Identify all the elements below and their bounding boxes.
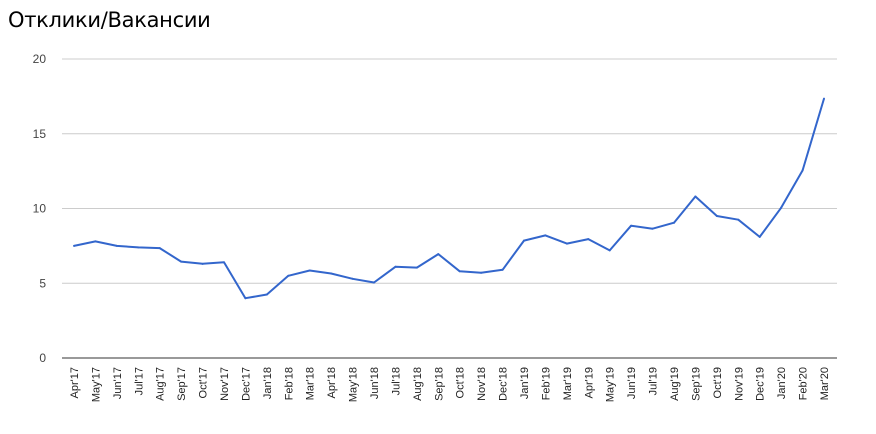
x-tick-label: Nov'19 <box>733 367 745 401</box>
y-tick-label: 20 <box>33 52 47 66</box>
data-point <box>715 214 718 217</box>
data-point <box>801 169 804 172</box>
data-point <box>823 97 825 100</box>
x-tick-label: Mar'20 <box>819 367 831 400</box>
x-tick-label: Dec'17 <box>240 367 252 401</box>
y-tick-label: 0 <box>39 351 46 365</box>
data-point <box>737 218 740 221</box>
data-point <box>201 262 204 265</box>
x-tick-label: Jan'20 <box>776 367 788 399</box>
data-point <box>115 244 118 247</box>
x-tick-label: May'17 <box>90 367 102 402</box>
grid-lines <box>62 58 837 284</box>
y-tick-label: 15 <box>33 127 47 141</box>
data-point <box>608 249 611 252</box>
x-tick-label: Sep'19 <box>690 367 702 401</box>
x-tick-label: Aug'17 <box>155 367 167 401</box>
data-point <box>694 195 697 198</box>
series-layer <box>73 97 825 300</box>
x-tick-label: Aug'19 <box>669 367 681 401</box>
data-point <box>544 234 547 237</box>
data-point <box>137 246 140 249</box>
x-tick-label: Jan'18 <box>262 367 274 399</box>
y-axis-ticks: 0 5 10 15 20 <box>33 52 47 365</box>
y-tick-label: 10 <box>33 202 47 216</box>
x-tick-label: Feb'18 <box>283 367 295 400</box>
x-tick-label: Jan'19 <box>519 367 531 399</box>
x-tick-label: Jul'19 <box>648 367 660 395</box>
x-tick-label: Jun'17 <box>112 367 124 399</box>
data-point <box>287 274 290 277</box>
data-point <box>523 239 525 242</box>
x-tick-label: Mar'19 <box>562 367 574 400</box>
x-tick-label: Nov'17 <box>219 367 231 401</box>
x-tick-label: Oct'18 <box>455 367 467 398</box>
x-tick-label: Feb'19 <box>540 367 552 400</box>
data-point <box>180 260 183 263</box>
data-point <box>351 277 354 280</box>
data-point <box>458 270 461 273</box>
x-tick-label: Mar'18 <box>305 367 317 400</box>
data-point <box>223 261 225 264</box>
series-line <box>73 98 825 300</box>
x-tick-label: Jun'18 <box>369 367 381 399</box>
x-tick-label: Apr'19 <box>583 367 595 398</box>
x-tick-label: Apr'17 <box>69 367 81 398</box>
x-tick-label: Jun'19 <box>626 367 638 399</box>
data-point <box>673 221 675 224</box>
data-point <box>244 297 247 300</box>
data-point <box>265 293 268 296</box>
y-tick-label: 5 <box>39 276 46 290</box>
x-tick-label: Dec'18 <box>498 367 510 401</box>
data-point <box>651 227 654 230</box>
data-point <box>758 235 761 238</box>
data-point <box>437 253 440 256</box>
data-point <box>630 224 633 227</box>
x-tick-label: Aug'18 <box>412 367 424 401</box>
x-tick-label: Sep'17 <box>176 367 188 401</box>
data-point <box>94 240 97 243</box>
x-tick-label: Dec'19 <box>755 367 767 401</box>
data-point <box>394 265 397 268</box>
data-point <box>501 268 504 271</box>
x-tick-label: Feb'20 <box>798 367 810 400</box>
x-tick-label: Nov'18 <box>476 367 488 401</box>
data-point <box>330 272 333 275</box>
x-tick-label: Sep'18 <box>433 367 445 401</box>
data-point <box>73 244 75 247</box>
data-point <box>158 247 161 250</box>
data-point <box>587 238 590 241</box>
data-point <box>415 266 418 269</box>
x-tick-label: Jul'17 <box>133 367 145 395</box>
data-point <box>780 206 783 209</box>
data-point <box>373 281 375 284</box>
data-point <box>565 242 568 245</box>
x-tick-label: May'18 <box>348 367 360 402</box>
x-tick-label: May'19 <box>605 367 617 402</box>
x-tick-label: Jul'18 <box>390 367 402 395</box>
chart-title: Отклики/Вакансии <box>8 8 211 32</box>
x-tick-label: Oct'17 <box>198 367 210 398</box>
x-axis: Apr'17 May'17 Jun'17 Jul'17 Aug'17 Sep'17 Oct'… <box>62 357 837 402</box>
x-tick-label: Oct'19 <box>712 367 724 398</box>
data-point <box>308 269 311 272</box>
data-point <box>480 271 483 274</box>
x-tick-label: Apr'18 <box>326 367 338 398</box>
